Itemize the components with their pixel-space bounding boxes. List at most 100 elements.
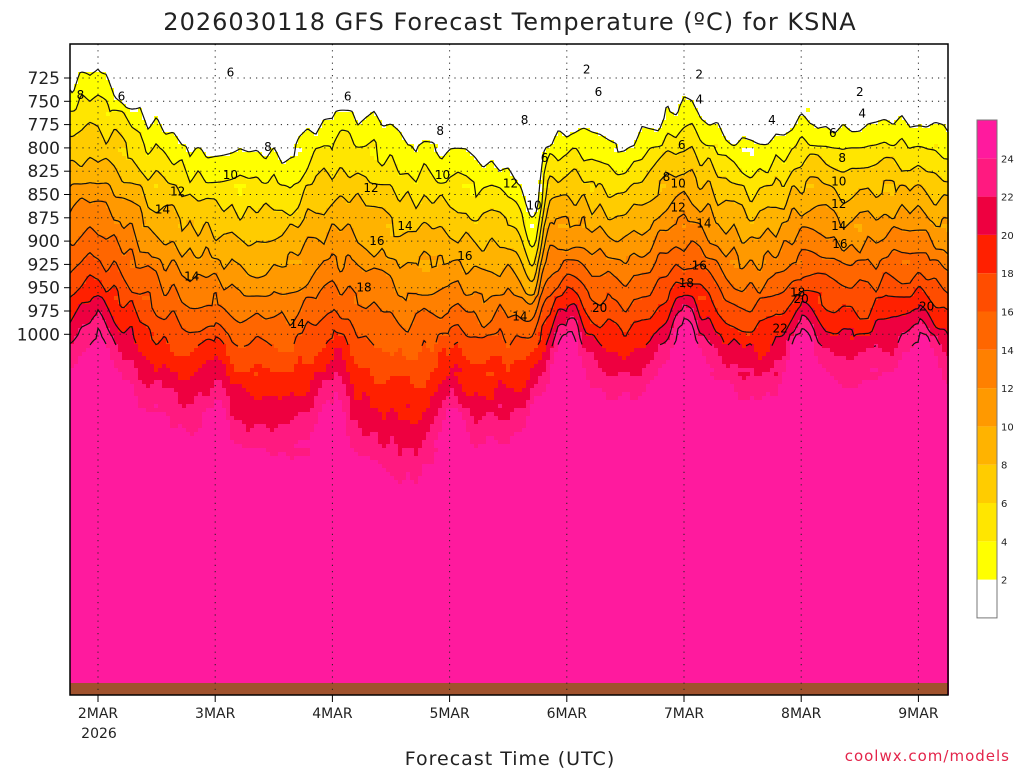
y-tick-label: 750 xyxy=(28,92,60,112)
colorbar-label: 6 xyxy=(1001,499,1007,510)
contour-label: 14 xyxy=(290,317,305,331)
ground-surface xyxy=(70,683,948,695)
colorbar-swatch xyxy=(977,580,997,618)
x-tick-label: 8MAR xyxy=(781,706,822,722)
y-tick-label: 975 xyxy=(28,302,60,322)
x-tick-label: 9MAR xyxy=(898,706,939,722)
y-tick-label: 800 xyxy=(28,139,60,159)
colorbar-swatch xyxy=(977,426,997,464)
colorbar-label: 4 xyxy=(1001,537,1007,548)
x-tick-label: 7MAR xyxy=(664,706,705,722)
contour-label: 6 xyxy=(829,126,837,140)
colorbar-label: 8 xyxy=(1001,461,1007,472)
colorbar-label: 2 xyxy=(1001,576,1007,587)
contour-label: 12 xyxy=(831,197,846,211)
x-axis: 2MAR 3MAR 4MAR 5MAR 6MAR 7MAR 8MAR 9MAR xyxy=(78,695,939,722)
contour-label: 4 xyxy=(768,113,776,127)
x-tick-label: 2MAR xyxy=(78,706,119,722)
contour-label: 2 xyxy=(695,67,703,81)
contour-label: 14 xyxy=(184,270,199,284)
contour-label: 20 xyxy=(794,292,809,306)
y-tick-label: 725 xyxy=(28,69,60,89)
contour-label: 10 xyxy=(526,199,541,213)
contour-label: 16 xyxy=(369,234,384,248)
contour-label: 2 xyxy=(583,63,591,77)
contour-label: 6 xyxy=(118,90,126,104)
contour-label: 20 xyxy=(919,299,934,313)
contour-label: 12 xyxy=(170,185,185,199)
contour-label: 12 xyxy=(363,181,378,195)
colorbar-swatch xyxy=(977,503,997,541)
contour-label: 6 xyxy=(541,151,549,165)
colorbar-label: 22 xyxy=(1001,193,1014,204)
colorbar-swatch xyxy=(977,312,997,350)
forecast-temperature-chart: 2026030118 GFS Forecast Temperature (ºC)… xyxy=(0,0,1024,768)
x-axis-title: Forecast Time (UTC) xyxy=(405,748,615,768)
contour-label: 14 xyxy=(397,219,412,233)
colorbar-swatch xyxy=(977,235,997,273)
colorbar-label: 12 xyxy=(1001,384,1014,395)
x-tick-label: 5MAR xyxy=(429,706,470,722)
contour-label: 16 xyxy=(832,237,847,251)
contour-label: 20 xyxy=(592,301,607,315)
contour-label: 12 xyxy=(503,176,518,190)
contour-label: 12 xyxy=(670,201,685,215)
y-tick-label: 925 xyxy=(28,255,60,275)
contour-label: 14 xyxy=(831,219,846,233)
contour-label: 16 xyxy=(457,249,472,263)
contour-label: 8 xyxy=(663,170,671,184)
colorbar-label: 24 xyxy=(1001,154,1014,165)
colorbar-swatch xyxy=(977,465,997,503)
contour-label: 10 xyxy=(670,176,685,190)
contour-label: 6 xyxy=(595,85,603,99)
contour-label: 8 xyxy=(436,124,444,138)
contour-label: 16 xyxy=(692,258,707,272)
colorbar-swatch xyxy=(977,388,997,426)
y-tick-label: 1000 xyxy=(17,325,60,345)
contour-label: 22 xyxy=(772,322,787,336)
colorbar-swatch xyxy=(977,158,997,196)
contour-label: 14 xyxy=(512,310,527,324)
temperature-bands xyxy=(70,44,950,696)
x-tick-label: 4MAR xyxy=(312,706,353,722)
contour-label: 8 xyxy=(838,151,846,165)
contour-label: 6 xyxy=(678,138,686,152)
x-tick-label: 3MAR xyxy=(195,706,236,722)
contour-label: 2 xyxy=(856,85,864,99)
chart-title: 2026030118 GFS Forecast Temperature (ºC)… xyxy=(163,8,856,36)
x-tick-label: 6MAR xyxy=(547,706,588,722)
colorbar-swatch xyxy=(977,197,997,235)
colorbar-swatch xyxy=(977,541,997,579)
contour-label: 4 xyxy=(858,106,866,120)
colorbar-label: 20 xyxy=(1001,231,1014,242)
contour-label: 18 xyxy=(679,276,694,290)
y-tick-label: 950 xyxy=(28,279,60,299)
contour-label: 14 xyxy=(696,216,711,230)
y-tick-label: 900 xyxy=(28,232,60,252)
contour-label: 6 xyxy=(227,65,235,79)
credit-text: coolwx.com/models xyxy=(845,747,1010,765)
colorbar-label: 10 xyxy=(1001,422,1014,433)
colorbar-swatch xyxy=(977,120,997,158)
contour-label: 8 xyxy=(77,88,85,102)
contour-label: 4 xyxy=(695,92,703,106)
y-tick-label: 875 xyxy=(28,209,60,229)
contour-label: 10 xyxy=(831,174,846,188)
y-tick-label: 850 xyxy=(28,186,60,206)
colorbar-swatch xyxy=(977,273,997,311)
y-tick-label: 775 xyxy=(28,116,60,136)
colorbar-label: 18 xyxy=(1001,269,1014,280)
contour-label: 10 xyxy=(223,168,238,182)
contour-label: 10 xyxy=(435,168,450,182)
contour-label: 6 xyxy=(344,90,352,104)
contour-label: 18 xyxy=(356,281,371,295)
contour-label: 8 xyxy=(264,140,272,154)
contour-label: 14 xyxy=(155,202,170,216)
x-year-label: 2026 xyxy=(81,726,117,742)
colorbar-swatch xyxy=(977,350,997,388)
colorbar-label: 14 xyxy=(1001,346,1014,357)
contour-label: 8 xyxy=(521,113,529,127)
colorbar-label: 16 xyxy=(1001,308,1014,319)
